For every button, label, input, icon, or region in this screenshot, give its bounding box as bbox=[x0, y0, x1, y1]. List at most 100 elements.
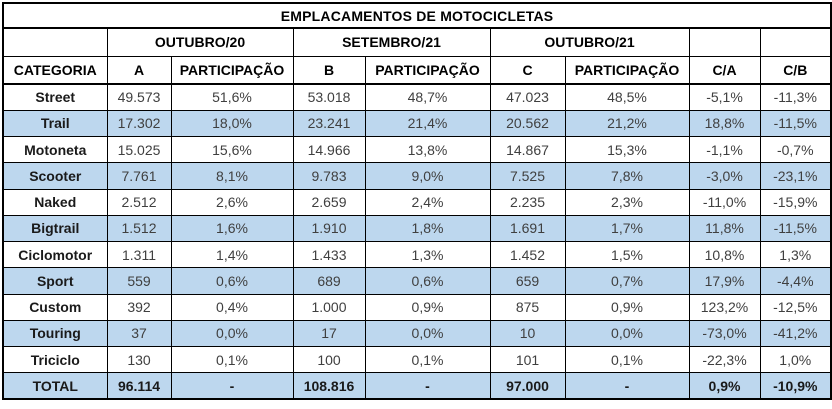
value-cell: - bbox=[170, 372, 294, 400]
value-cell: 130 bbox=[106, 345, 172, 374]
table-row-trail: Trail 17.302 18,0% 23.241 21,4% 20.562 21,2% 18… bbox=[2, 109, 832, 138]
column-header-participa-o: PARTICIPAÇÃO bbox=[170, 55, 294, 85]
column-header-participa-o: PARTICIPAÇÃO bbox=[364, 55, 491, 85]
value-cell: 97.000 bbox=[489, 372, 566, 400]
value-cell: 1.452 bbox=[489, 240, 566, 269]
table-title-row: EMPLACAMENTOS DE MOTOCICLETAS bbox=[2, 2, 832, 29]
value-cell: 17 bbox=[292, 319, 366, 348]
value-cell: -1,1% bbox=[688, 135, 761, 164]
column-header-c-a: C/A bbox=[688, 55, 761, 85]
table-row-naked: Naked 2.512 2,6% 2.659 2,4% 2.235 2,3% -11,0% -1… bbox=[2, 188, 832, 216]
value-cell: 21,2% bbox=[564, 109, 690, 138]
value-cell: 108.816 bbox=[292, 372, 366, 400]
motorcycle-registrations-table: EMPLACAMENTOS DE MOTOCICLETAS OUTUBRO/20… bbox=[2, 2, 832, 400]
category-cell: Bigtrail bbox=[2, 214, 108, 243]
value-cell: 1.433 bbox=[292, 240, 366, 269]
column-header-participa-o: PARTICIPAÇÃO bbox=[564, 55, 690, 85]
value-cell: 21,4% bbox=[364, 109, 491, 138]
value-cell: -0,7% bbox=[759, 135, 832, 164]
value-cell: 9.783 bbox=[292, 162, 366, 190]
value-cell: -11,0% bbox=[688, 188, 761, 216]
value-cell: 11,8% bbox=[688, 214, 761, 243]
table-row-sport: Sport 559 0,6% 689 0,6% 659 0,7% 17,9% -4,4% bbox=[2, 267, 832, 295]
value-cell: 7,8% bbox=[564, 162, 690, 190]
value-cell: 0,4% bbox=[170, 293, 294, 321]
group-header-outubro-20: OUTUBRO/20 bbox=[106, 27, 294, 57]
value-cell: 14.867 bbox=[489, 135, 566, 164]
value-cell: 0,6% bbox=[170, 267, 294, 295]
value-cell: 20.562 bbox=[489, 109, 566, 138]
value-cell: -22,3% bbox=[688, 345, 761, 374]
value-cell: 10,8% bbox=[688, 240, 761, 269]
value-cell: 689 bbox=[292, 267, 366, 295]
value-cell: -23,1% bbox=[759, 162, 832, 190]
value-cell: 7.761 bbox=[106, 162, 172, 190]
value-cell: 659 bbox=[489, 267, 566, 295]
value-cell: 1.512 bbox=[106, 214, 172, 243]
table-row-bigtrail: Bigtrail 1.512 1,6% 1.910 1,8% 1.691 1,7% 11,8%… bbox=[2, 214, 832, 243]
value-cell: 53.018 bbox=[292, 83, 366, 111]
value-cell: 1,3% bbox=[759, 240, 832, 269]
value-cell: 0,0% bbox=[170, 319, 294, 348]
category-cell: TOTAL bbox=[2, 372, 108, 400]
category-cell: Triciclo bbox=[2, 345, 108, 374]
value-cell: 15,3% bbox=[564, 135, 690, 164]
value-cell: 2.235 bbox=[489, 188, 566, 216]
value-cell: 2.659 bbox=[292, 188, 366, 216]
value-cell: -4,4% bbox=[759, 267, 832, 295]
table-row-total: TOTAL 96.114-108.816-97.000-0,9% -10,9% bbox=[2, 372, 832, 400]
value-cell: 2.512 bbox=[106, 188, 172, 216]
value-cell: 15.025 bbox=[106, 135, 172, 164]
value-cell: 96.114 bbox=[106, 372, 172, 400]
value-cell: -5,1% bbox=[688, 83, 761, 111]
table-row-triciclo: Triciclo 130 0,1% 100 0,1% 101 0,1% -22,3% 1,0% bbox=[2, 345, 832, 374]
value-cell: 0,9% bbox=[688, 372, 761, 400]
value-cell: 9,0% bbox=[364, 162, 491, 190]
value-cell: 15,6% bbox=[170, 135, 294, 164]
value-cell: 0,6% bbox=[364, 267, 491, 295]
value-cell: -41,2% bbox=[759, 319, 832, 348]
value-cell: 1,3% bbox=[364, 240, 491, 269]
category-cell: Trail bbox=[2, 109, 108, 138]
value-cell: 10 bbox=[489, 319, 566, 348]
registrations-table-page: EMPLACAMENTOS DE MOTOCICLETAS OUTUBRO/20… bbox=[2, 2, 832, 402]
value-cell: 48,5% bbox=[564, 83, 690, 111]
value-cell: 13,8% bbox=[364, 135, 491, 164]
value-cell: 392 bbox=[106, 293, 172, 321]
value-cell: -73,0% bbox=[688, 319, 761, 348]
table-row-motoneta: Motoneta 15.025 15,6% 14.966 13,8% 14.867 15,3… bbox=[2, 135, 832, 164]
value-cell: -11,5% bbox=[759, 214, 832, 243]
group-header-blank bbox=[2, 27, 108, 57]
value-cell: 0,0% bbox=[564, 319, 690, 348]
value-cell: 49.573 bbox=[106, 83, 172, 111]
column-header-b: B bbox=[292, 55, 366, 85]
category-cell: Motoneta bbox=[2, 135, 108, 164]
value-cell: 100 bbox=[292, 345, 366, 374]
group-header-setembro-21: SETEMBRO/21 bbox=[292, 27, 491, 57]
value-cell: 0,1% bbox=[170, 345, 294, 374]
table-body: Street 49.573 51,6% 53.018 48,7% 47.023 48,5% -… bbox=[2, 83, 832, 400]
value-cell: - bbox=[364, 372, 491, 400]
value-cell: 1.311 bbox=[106, 240, 172, 269]
column-header-categoria: CATEGORIA bbox=[2, 55, 108, 85]
column-header-c-b: C/B bbox=[759, 55, 832, 85]
group-header-blank bbox=[688, 27, 761, 57]
group-header-blank bbox=[759, 27, 832, 57]
table-row-scooter: Scooter 7.761 8,1% 9.783 9,0% 7.525 7,8% -3,0% -… bbox=[2, 162, 832, 190]
category-cell: Touring bbox=[2, 319, 108, 348]
category-cell: Custom bbox=[2, 293, 108, 321]
value-cell: 8,1% bbox=[170, 162, 294, 190]
value-cell: 0,1% bbox=[364, 345, 491, 374]
group-header-outubro-21: OUTUBRO/21 bbox=[489, 27, 690, 57]
value-cell: -15,9% bbox=[759, 188, 832, 216]
table-row-touring: Touring 37 0,0% 17 0,0% 10 0,0% -73,0% -41,2% bbox=[2, 319, 832, 348]
value-cell: -11,5% bbox=[759, 109, 832, 138]
table-title: EMPLACAMENTOS DE MOTOCICLETAS bbox=[2, 2, 832, 29]
value-cell: 1,0% bbox=[759, 345, 832, 374]
value-cell: -10,9% bbox=[759, 372, 832, 400]
value-cell: 101 bbox=[489, 345, 566, 374]
value-cell: 1,6% bbox=[170, 214, 294, 243]
column-header-a: A bbox=[106, 55, 172, 85]
value-cell: 0,0% bbox=[364, 319, 491, 348]
value-cell: 23.241 bbox=[292, 109, 366, 138]
